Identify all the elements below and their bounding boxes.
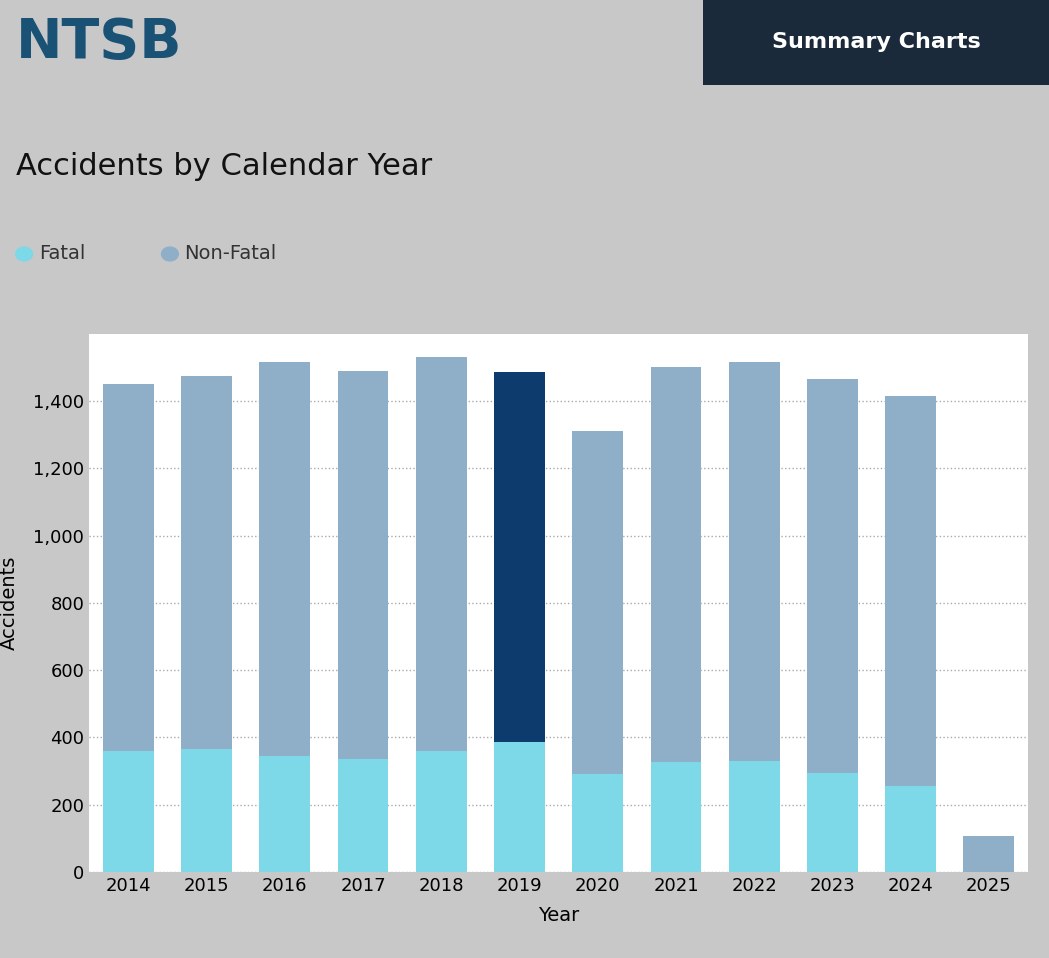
Y-axis label: Accidents: Accidents [0, 556, 19, 650]
Bar [494, 373, 544, 742]
Bar [494, 742, 544, 872]
Circle shape [16, 247, 33, 261]
Bar [181, 376, 232, 749]
Bar [650, 763, 702, 872]
Circle shape [162, 247, 178, 261]
Bar [573, 774, 623, 872]
Bar [885, 786, 936, 872]
Bar [181, 749, 232, 872]
Bar [650, 367, 702, 763]
Bar [415, 751, 467, 872]
Bar [729, 761, 779, 872]
Text: Accidents by Calendar Year: Accidents by Calendar Year [16, 151, 432, 181]
Bar [963, 836, 1014, 872]
Bar [103, 384, 154, 751]
Bar [807, 379, 858, 772]
Bar [338, 371, 388, 759]
Text: Non-Fatal: Non-Fatal [185, 244, 277, 263]
Bar [729, 362, 779, 761]
Bar [259, 756, 311, 872]
Bar [415, 357, 467, 751]
Text: Summary Charts: Summary Charts [772, 33, 980, 53]
Bar [103, 751, 154, 872]
FancyBboxPatch shape [703, 0, 1049, 85]
Bar [573, 431, 623, 774]
Text: Fatal: Fatal [39, 244, 85, 263]
Bar [338, 759, 388, 872]
X-axis label: Year: Year [538, 905, 579, 924]
Bar [885, 396, 936, 786]
Bar [807, 772, 858, 872]
Bar [259, 362, 311, 756]
Text: NTSB: NTSB [16, 15, 183, 70]
